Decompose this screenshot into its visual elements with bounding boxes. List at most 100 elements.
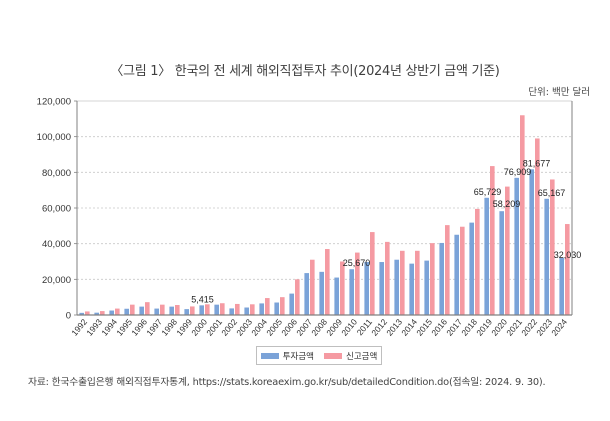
bar-report-1992: [85, 311, 90, 315]
data-label-2019: 65,729: [474, 187, 502, 197]
legend-swatch-invest: [260, 352, 279, 359]
x-tick-label: 2023: [534, 317, 554, 338]
legend: 투자금액 신고금액: [256, 346, 382, 365]
bar-invest-2012: [379, 262, 384, 315]
x-tick-label: 2022: [519, 317, 539, 338]
x-tick-label: 2017: [444, 317, 464, 338]
bar-invest-2013: [394, 259, 399, 315]
bar-report-2004: [265, 298, 270, 315]
y-tick-label: 0: [66, 311, 71, 322]
bar-report-2023: [550, 179, 555, 315]
bars: [79, 115, 570, 316]
x-tick-label: 1993: [84, 317, 104, 338]
x-tick-label: 1995: [114, 317, 134, 338]
bar-report-2022: [535, 138, 540, 315]
x-tick-label: 2004: [249, 317, 269, 338]
gridlines: [77, 100, 572, 280]
bar-invest-2021: [514, 177, 519, 315]
legend-item-report: 신고금액: [324, 350, 377, 362]
bar-invest-2019: [484, 197, 489, 315]
bar-report-1993: [100, 311, 105, 315]
bar-report-1995: [130, 304, 135, 315]
x-tick-label: 1999: [174, 317, 194, 338]
data-label-2022: 81,677: [523, 158, 551, 168]
bar-invest-2022: [529, 169, 534, 315]
bar-report-2018: [475, 208, 480, 315]
bar-report-2019: [490, 166, 495, 315]
bar-report-2002: [235, 303, 240, 315]
source-note: 자료: 한국수출입은행 해외직접투자통계, https://stats.kore…: [28, 377, 546, 388]
data-label-2000: 5,415: [191, 294, 214, 304]
bar-invest-1994: [109, 310, 114, 315]
bar-invest-2006: [289, 293, 294, 315]
bar-report-2001: [220, 303, 225, 315]
x-tick-label: 2020: [489, 317, 509, 338]
x-tick-label: 2001: [204, 317, 224, 338]
bar-report-2006: [295, 279, 300, 315]
bar-invest-1993: [94, 312, 99, 315]
x-tick-label: 2012: [369, 317, 389, 338]
y-tick-label: 100,000: [37, 132, 71, 143]
legend-swatch-report: [324, 352, 342, 359]
bar-report-2024: [565, 224, 570, 315]
legend-item-invest: 투자금액: [260, 350, 314, 362]
bar-invest-1995: [124, 308, 129, 315]
x-tick-label: 2008: [309, 317, 329, 338]
x-axis-ticks: 1992199319941995199619971998199920002001…: [69, 317, 569, 338]
legend-label-invest: 투자금액: [282, 351, 314, 362]
bar-report-2005: [280, 297, 285, 315]
bar-report-1999: [190, 306, 195, 315]
x-tick-label: 2007: [294, 317, 314, 338]
axes: [76, 101, 573, 316]
x-tick-label: 2021: [504, 317, 524, 338]
bar-report-2013: [400, 250, 405, 315]
bar-invest-2009: [334, 277, 339, 315]
data-label-2020: 58,209: [493, 199, 521, 209]
x-tick-label: 2024: [549, 317, 569, 338]
chart-title: 〈그림 1〉 한국의 전 세계 해외직접투자 추이(2024년 상반기 금액 기…: [110, 64, 500, 79]
bar-report-1997: [160, 304, 165, 315]
bar-invest-2004: [259, 303, 264, 315]
bar-invest-2005: [274, 302, 279, 315]
x-tick-label: 2019: [474, 317, 494, 338]
bar-report-2008: [325, 249, 330, 315]
bar-invest-1999: [184, 309, 189, 315]
y-tick-label: 60,000: [42, 204, 71, 215]
x-tick-label: 1997: [144, 317, 164, 338]
data-label-2024: 32,030: [554, 250, 582, 260]
x-tick-label: 1994: [99, 317, 119, 338]
bar-invest-1992: [79, 312, 84, 315]
unit-label: 단위: 백만 달러: [528, 87, 590, 98]
x-tick-label: 2009: [324, 317, 344, 338]
bar-invest-2014: [409, 263, 414, 315]
bar-report-2012: [385, 241, 390, 315]
data-label-2010: 25,670: [343, 258, 371, 268]
x-tick-label: 2006: [279, 317, 299, 338]
bar-invest-2018: [469, 222, 474, 315]
bar-report-2014: [415, 250, 420, 315]
bar-report-2016: [445, 225, 450, 315]
x-tick-label: 2018: [459, 317, 479, 338]
bar-report-2015: [430, 243, 435, 315]
bar-invest-2001: [214, 304, 219, 315]
x-tick-label: 1992: [69, 317, 89, 338]
bar-report-2010: [355, 252, 360, 315]
bar-invest-2000: [199, 305, 204, 315]
bar-invest-2003: [244, 307, 249, 315]
bar-report-2020: [505, 186, 510, 315]
x-tick-label: 2003: [234, 317, 254, 338]
y-tick-label: 40,000: [42, 239, 71, 250]
y-tick-label: 20,000: [42, 275, 71, 286]
bar-invest-2007: [304, 273, 309, 315]
bar-report-1994: [115, 308, 120, 315]
bar-invest-1996: [139, 306, 144, 315]
bar-report-2009: [340, 261, 345, 315]
bar-invest-2015: [424, 260, 429, 315]
x-tick-label: 2010: [339, 317, 359, 338]
y-tick-label: 80,000: [42, 168, 71, 179]
x-tick-label: 2000: [189, 317, 209, 338]
x-tick-label: 2015: [414, 317, 434, 338]
bar-invest-2024: [559, 257, 564, 315]
